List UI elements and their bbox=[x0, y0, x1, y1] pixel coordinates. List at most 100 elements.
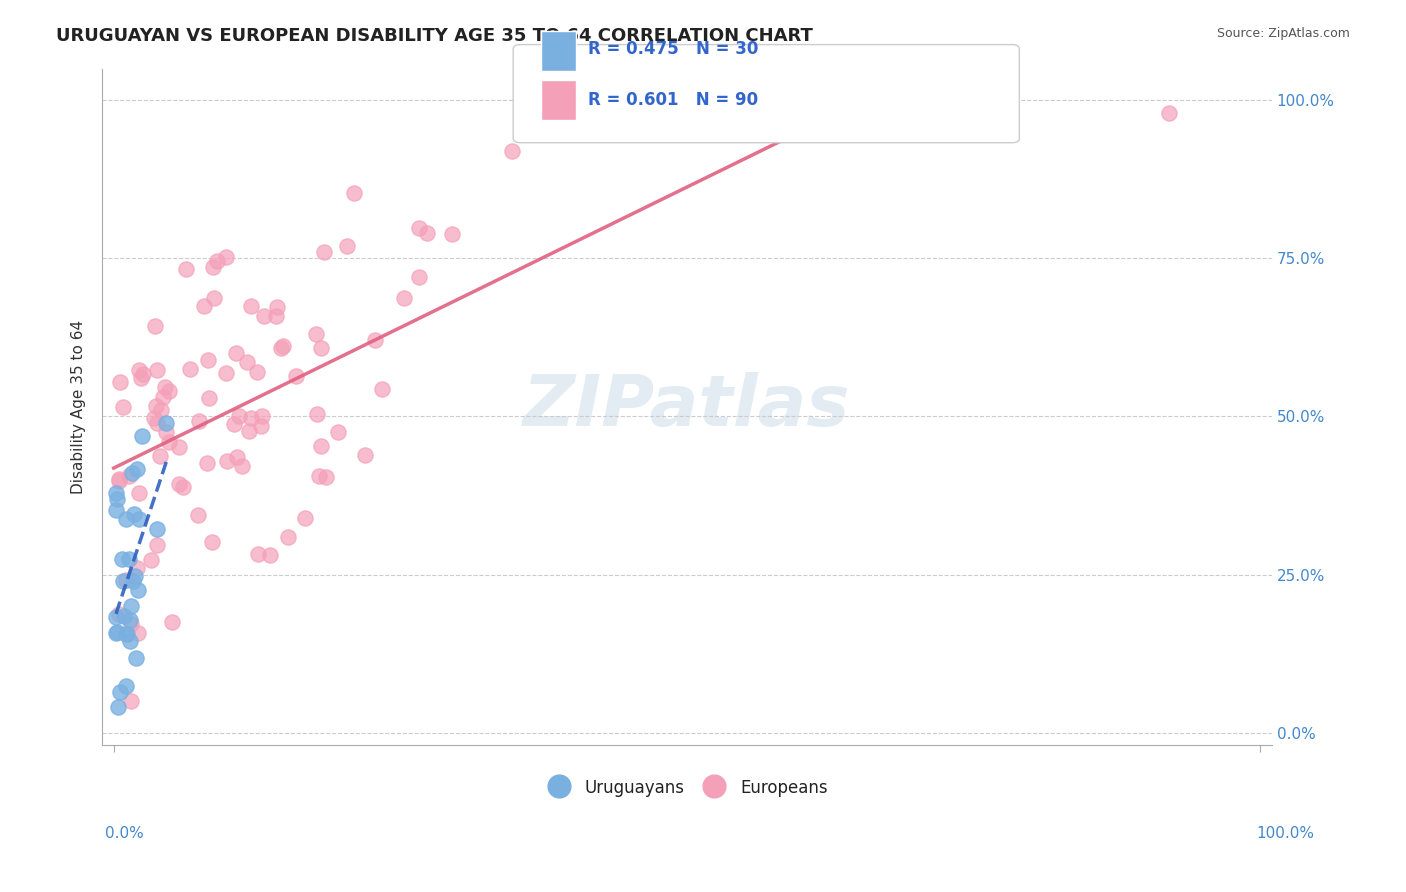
Point bbox=[217, 454, 239, 468]
Point bbox=[118, 613, 141, 627]
Point bbox=[107, 624, 129, 639]
Point bbox=[112, 574, 135, 589]
Point bbox=[120, 633, 142, 648]
Point bbox=[266, 300, 288, 314]
Point bbox=[157, 435, 180, 450]
Text: Source: ZipAtlas.com: Source: ZipAtlas.com bbox=[1216, 27, 1350, 40]
Point bbox=[127, 461, 149, 475]
Text: URUGUAYAN VS EUROPEAN DISABILITY AGE 35 TO 64 CORRELATION CHART: URUGUAYAN VS EUROPEAN DISABILITY AGE 35 … bbox=[56, 27, 813, 45]
Point bbox=[202, 292, 225, 306]
Point bbox=[193, 299, 215, 313]
Point bbox=[408, 270, 430, 285]
Point bbox=[309, 341, 332, 355]
Point bbox=[160, 615, 183, 630]
Point bbox=[145, 416, 167, 430]
Point bbox=[115, 679, 138, 693]
Point bbox=[441, 227, 464, 241]
Point bbox=[125, 650, 148, 665]
Point bbox=[371, 382, 394, 396]
Point bbox=[157, 384, 180, 398]
Point bbox=[305, 407, 328, 421]
Point bbox=[149, 449, 172, 463]
Point bbox=[122, 574, 145, 588]
Point bbox=[125, 561, 148, 575]
Point bbox=[309, 439, 332, 453]
Point bbox=[120, 617, 142, 632]
Point bbox=[104, 486, 127, 500]
Point bbox=[238, 424, 260, 438]
Point bbox=[145, 522, 167, 536]
Point bbox=[205, 253, 228, 268]
Point bbox=[115, 627, 138, 641]
Text: R = 0.475   N = 30: R = 0.475 N = 30 bbox=[588, 40, 758, 58]
Point bbox=[146, 539, 169, 553]
Point bbox=[143, 411, 166, 425]
Point bbox=[145, 399, 167, 413]
Text: ZIPatlas: ZIPatlas bbox=[523, 372, 851, 442]
Point bbox=[228, 409, 250, 424]
Point bbox=[392, 291, 415, 305]
Point bbox=[110, 376, 132, 390]
Point bbox=[145, 362, 167, 376]
Point bbox=[195, 456, 218, 470]
Point bbox=[231, 459, 253, 474]
Text: 100.0%: 100.0% bbox=[1257, 827, 1315, 841]
Point bbox=[250, 409, 273, 424]
Point bbox=[264, 309, 287, 323]
Point bbox=[105, 610, 128, 624]
Point bbox=[122, 507, 145, 521]
Point bbox=[128, 485, 150, 500]
Point bbox=[105, 491, 128, 506]
Point bbox=[226, 450, 249, 464]
Point bbox=[187, 508, 209, 523]
Point bbox=[143, 319, 166, 334]
Point bbox=[107, 472, 129, 486]
Point bbox=[114, 627, 136, 641]
Point bbox=[124, 569, 146, 583]
Point bbox=[305, 326, 328, 341]
Point bbox=[172, 480, 194, 494]
Point bbox=[174, 262, 197, 277]
Point bbox=[271, 338, 294, 352]
Point bbox=[115, 512, 138, 526]
Point bbox=[108, 607, 131, 621]
Point bbox=[131, 429, 153, 443]
Point bbox=[118, 551, 141, 566]
Point bbox=[277, 531, 299, 545]
Point bbox=[187, 414, 209, 428]
Point bbox=[141, 553, 163, 567]
Point bbox=[294, 511, 316, 525]
Point bbox=[201, 260, 224, 274]
Point bbox=[247, 547, 270, 561]
Point bbox=[222, 417, 245, 431]
Point bbox=[201, 534, 224, 549]
Point bbox=[104, 502, 127, 516]
Point bbox=[104, 625, 127, 640]
Point bbox=[312, 245, 335, 260]
Text: R = 0.601   N = 90: R = 0.601 N = 90 bbox=[588, 91, 758, 109]
Point bbox=[259, 549, 281, 563]
Point bbox=[198, 391, 221, 405]
Point bbox=[127, 625, 149, 640]
Point bbox=[169, 440, 191, 454]
Point bbox=[118, 469, 141, 483]
Point bbox=[132, 367, 155, 381]
Point bbox=[308, 469, 330, 483]
Point bbox=[239, 411, 262, 425]
Point bbox=[107, 700, 129, 714]
Point bbox=[155, 425, 177, 440]
Point bbox=[179, 362, 201, 376]
Point bbox=[129, 371, 152, 385]
Point bbox=[108, 685, 131, 699]
Point bbox=[120, 599, 142, 613]
Point bbox=[315, 470, 337, 484]
Point bbox=[120, 694, 142, 708]
Point bbox=[501, 144, 523, 158]
Point bbox=[1157, 105, 1180, 120]
Point bbox=[335, 238, 357, 252]
Point bbox=[111, 551, 134, 566]
Point bbox=[155, 416, 177, 430]
Point bbox=[167, 477, 190, 491]
Point bbox=[515, 125, 537, 139]
Point bbox=[253, 310, 276, 324]
